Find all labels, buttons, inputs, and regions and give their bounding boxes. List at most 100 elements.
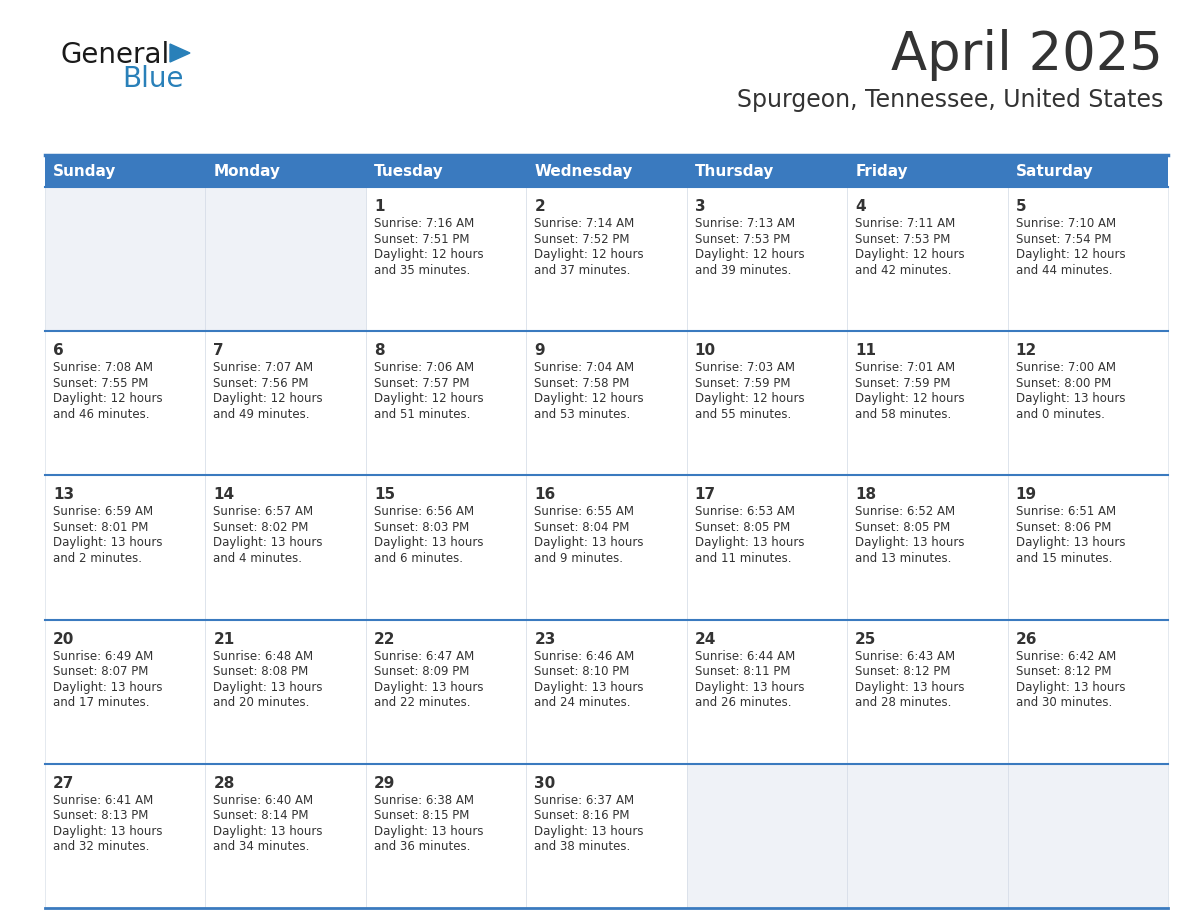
Text: 4: 4 bbox=[855, 199, 866, 214]
FancyBboxPatch shape bbox=[526, 620, 687, 764]
FancyBboxPatch shape bbox=[847, 187, 1007, 331]
Text: Daylight: 12 hours: Daylight: 12 hours bbox=[695, 248, 804, 261]
Text: Daylight: 12 hours: Daylight: 12 hours bbox=[535, 392, 644, 405]
FancyBboxPatch shape bbox=[847, 155, 1007, 187]
Text: Sunset: 8:09 PM: Sunset: 8:09 PM bbox=[374, 666, 469, 678]
Text: Sunrise: 7:06 AM: Sunrise: 7:06 AM bbox=[374, 361, 474, 375]
Text: Sunrise: 6:55 AM: Sunrise: 6:55 AM bbox=[535, 506, 634, 519]
FancyBboxPatch shape bbox=[847, 620, 1007, 764]
Text: Daylight: 13 hours: Daylight: 13 hours bbox=[535, 824, 644, 838]
Text: and 17 minutes.: and 17 minutes. bbox=[53, 696, 150, 709]
Text: 16: 16 bbox=[535, 487, 556, 502]
Text: and 4 minutes.: and 4 minutes. bbox=[214, 552, 303, 565]
Text: and 51 minutes.: and 51 minutes. bbox=[374, 408, 470, 420]
FancyBboxPatch shape bbox=[687, 620, 847, 764]
Text: 11: 11 bbox=[855, 343, 876, 358]
FancyBboxPatch shape bbox=[45, 764, 206, 908]
FancyBboxPatch shape bbox=[45, 187, 206, 331]
Text: Sunset: 8:04 PM: Sunset: 8:04 PM bbox=[535, 521, 630, 534]
Text: Sunset: 8:01 PM: Sunset: 8:01 PM bbox=[53, 521, 148, 534]
Text: Sunset: 8:02 PM: Sunset: 8:02 PM bbox=[214, 521, 309, 534]
Text: 30: 30 bbox=[535, 776, 556, 790]
FancyBboxPatch shape bbox=[1007, 155, 1168, 187]
Text: Sunrise: 7:01 AM: Sunrise: 7:01 AM bbox=[855, 361, 955, 375]
Text: Sunset: 8:05 PM: Sunset: 8:05 PM bbox=[855, 521, 950, 534]
Text: Saturday: Saturday bbox=[1016, 163, 1093, 178]
Text: Sunset: 8:15 PM: Sunset: 8:15 PM bbox=[374, 810, 469, 823]
FancyBboxPatch shape bbox=[206, 155, 366, 187]
Text: Sunset: 7:54 PM: Sunset: 7:54 PM bbox=[1016, 232, 1111, 245]
Text: Sunset: 8:00 PM: Sunset: 8:00 PM bbox=[1016, 376, 1111, 390]
Text: and 37 minutes.: and 37 minutes. bbox=[535, 263, 631, 276]
Text: 23: 23 bbox=[535, 632, 556, 646]
Text: Sunset: 7:55 PM: Sunset: 7:55 PM bbox=[53, 376, 148, 390]
Text: 12: 12 bbox=[1016, 343, 1037, 358]
Text: Daylight: 13 hours: Daylight: 13 hours bbox=[535, 536, 644, 549]
Text: Sunrise: 7:14 AM: Sunrise: 7:14 AM bbox=[535, 217, 634, 230]
Text: Sunrise: 6:59 AM: Sunrise: 6:59 AM bbox=[53, 506, 153, 519]
Text: 2: 2 bbox=[535, 199, 545, 214]
Text: Daylight: 13 hours: Daylight: 13 hours bbox=[855, 680, 965, 694]
Text: Sunrise: 6:37 AM: Sunrise: 6:37 AM bbox=[535, 794, 634, 807]
Text: Sunrise: 6:40 AM: Sunrise: 6:40 AM bbox=[214, 794, 314, 807]
Text: Sunrise: 7:16 AM: Sunrise: 7:16 AM bbox=[374, 217, 474, 230]
Text: and 44 minutes.: and 44 minutes. bbox=[1016, 263, 1112, 276]
Text: Daylight: 13 hours: Daylight: 13 hours bbox=[1016, 680, 1125, 694]
Text: Sunrise: 7:07 AM: Sunrise: 7:07 AM bbox=[214, 361, 314, 375]
Text: Daylight: 13 hours: Daylight: 13 hours bbox=[214, 680, 323, 694]
Text: 26: 26 bbox=[1016, 632, 1037, 646]
Text: 9: 9 bbox=[535, 343, 545, 358]
Text: and 46 minutes.: and 46 minutes. bbox=[53, 408, 150, 420]
Text: Thursday: Thursday bbox=[695, 163, 775, 178]
Text: Sunset: 8:16 PM: Sunset: 8:16 PM bbox=[535, 810, 630, 823]
Text: 27: 27 bbox=[53, 776, 75, 790]
Text: and 2 minutes.: and 2 minutes. bbox=[53, 552, 143, 565]
Text: and 53 minutes.: and 53 minutes. bbox=[535, 408, 631, 420]
Text: Sunset: 8:08 PM: Sunset: 8:08 PM bbox=[214, 666, 309, 678]
Text: and 9 minutes.: and 9 minutes. bbox=[535, 552, 624, 565]
Text: 29: 29 bbox=[374, 776, 396, 790]
Text: and 32 minutes.: and 32 minutes. bbox=[53, 840, 150, 854]
Text: and 42 minutes.: and 42 minutes. bbox=[855, 263, 952, 276]
Text: Daylight: 12 hours: Daylight: 12 hours bbox=[374, 248, 484, 261]
Text: Sunrise: 7:11 AM: Sunrise: 7:11 AM bbox=[855, 217, 955, 230]
FancyBboxPatch shape bbox=[366, 620, 526, 764]
FancyBboxPatch shape bbox=[1007, 476, 1168, 620]
Text: Daylight: 13 hours: Daylight: 13 hours bbox=[1016, 536, 1125, 549]
Text: Sunrise: 6:38 AM: Sunrise: 6:38 AM bbox=[374, 794, 474, 807]
Text: Spurgeon, Tennessee, United States: Spurgeon, Tennessee, United States bbox=[737, 88, 1163, 112]
Text: Sunset: 7:59 PM: Sunset: 7:59 PM bbox=[855, 376, 950, 390]
FancyBboxPatch shape bbox=[687, 476, 847, 620]
Text: Sunrise: 7:04 AM: Sunrise: 7:04 AM bbox=[535, 361, 634, 375]
Text: and 15 minutes.: and 15 minutes. bbox=[1016, 552, 1112, 565]
Text: Daylight: 13 hours: Daylight: 13 hours bbox=[535, 680, 644, 694]
Text: 20: 20 bbox=[53, 632, 75, 646]
Text: Sunrise: 7:13 AM: Sunrise: 7:13 AM bbox=[695, 217, 795, 230]
Text: Tuesday: Tuesday bbox=[374, 163, 443, 178]
Text: and 26 minutes.: and 26 minutes. bbox=[695, 696, 791, 709]
Text: and 34 minutes.: and 34 minutes. bbox=[214, 840, 310, 854]
Text: Sunrise: 6:49 AM: Sunrise: 6:49 AM bbox=[53, 650, 153, 663]
Polygon shape bbox=[170, 44, 190, 62]
Text: Sunrise: 6:48 AM: Sunrise: 6:48 AM bbox=[214, 650, 314, 663]
Text: Daylight: 13 hours: Daylight: 13 hours bbox=[214, 536, 323, 549]
Text: and 0 minutes.: and 0 minutes. bbox=[1016, 408, 1105, 420]
Text: and 39 minutes.: and 39 minutes. bbox=[695, 263, 791, 276]
Text: and 58 minutes.: and 58 minutes. bbox=[855, 408, 952, 420]
Text: 18: 18 bbox=[855, 487, 877, 502]
Text: Sunrise: 6:42 AM: Sunrise: 6:42 AM bbox=[1016, 650, 1116, 663]
FancyBboxPatch shape bbox=[45, 331, 206, 476]
Text: Sunset: 8:03 PM: Sunset: 8:03 PM bbox=[374, 521, 469, 534]
Text: Sunset: 8:14 PM: Sunset: 8:14 PM bbox=[214, 810, 309, 823]
Text: and 36 minutes.: and 36 minutes. bbox=[374, 840, 470, 854]
FancyBboxPatch shape bbox=[1007, 331, 1168, 476]
Text: Sunset: 7:57 PM: Sunset: 7:57 PM bbox=[374, 376, 469, 390]
Text: Sunset: 7:51 PM: Sunset: 7:51 PM bbox=[374, 232, 469, 245]
Text: Sunrise: 7:10 AM: Sunrise: 7:10 AM bbox=[1016, 217, 1116, 230]
FancyBboxPatch shape bbox=[687, 187, 847, 331]
Text: Sunrise: 6:44 AM: Sunrise: 6:44 AM bbox=[695, 650, 795, 663]
Text: Daylight: 13 hours: Daylight: 13 hours bbox=[1016, 392, 1125, 405]
Text: 5: 5 bbox=[1016, 199, 1026, 214]
Text: Sunrise: 6:41 AM: Sunrise: 6:41 AM bbox=[53, 794, 153, 807]
Text: Sunset: 8:10 PM: Sunset: 8:10 PM bbox=[535, 666, 630, 678]
